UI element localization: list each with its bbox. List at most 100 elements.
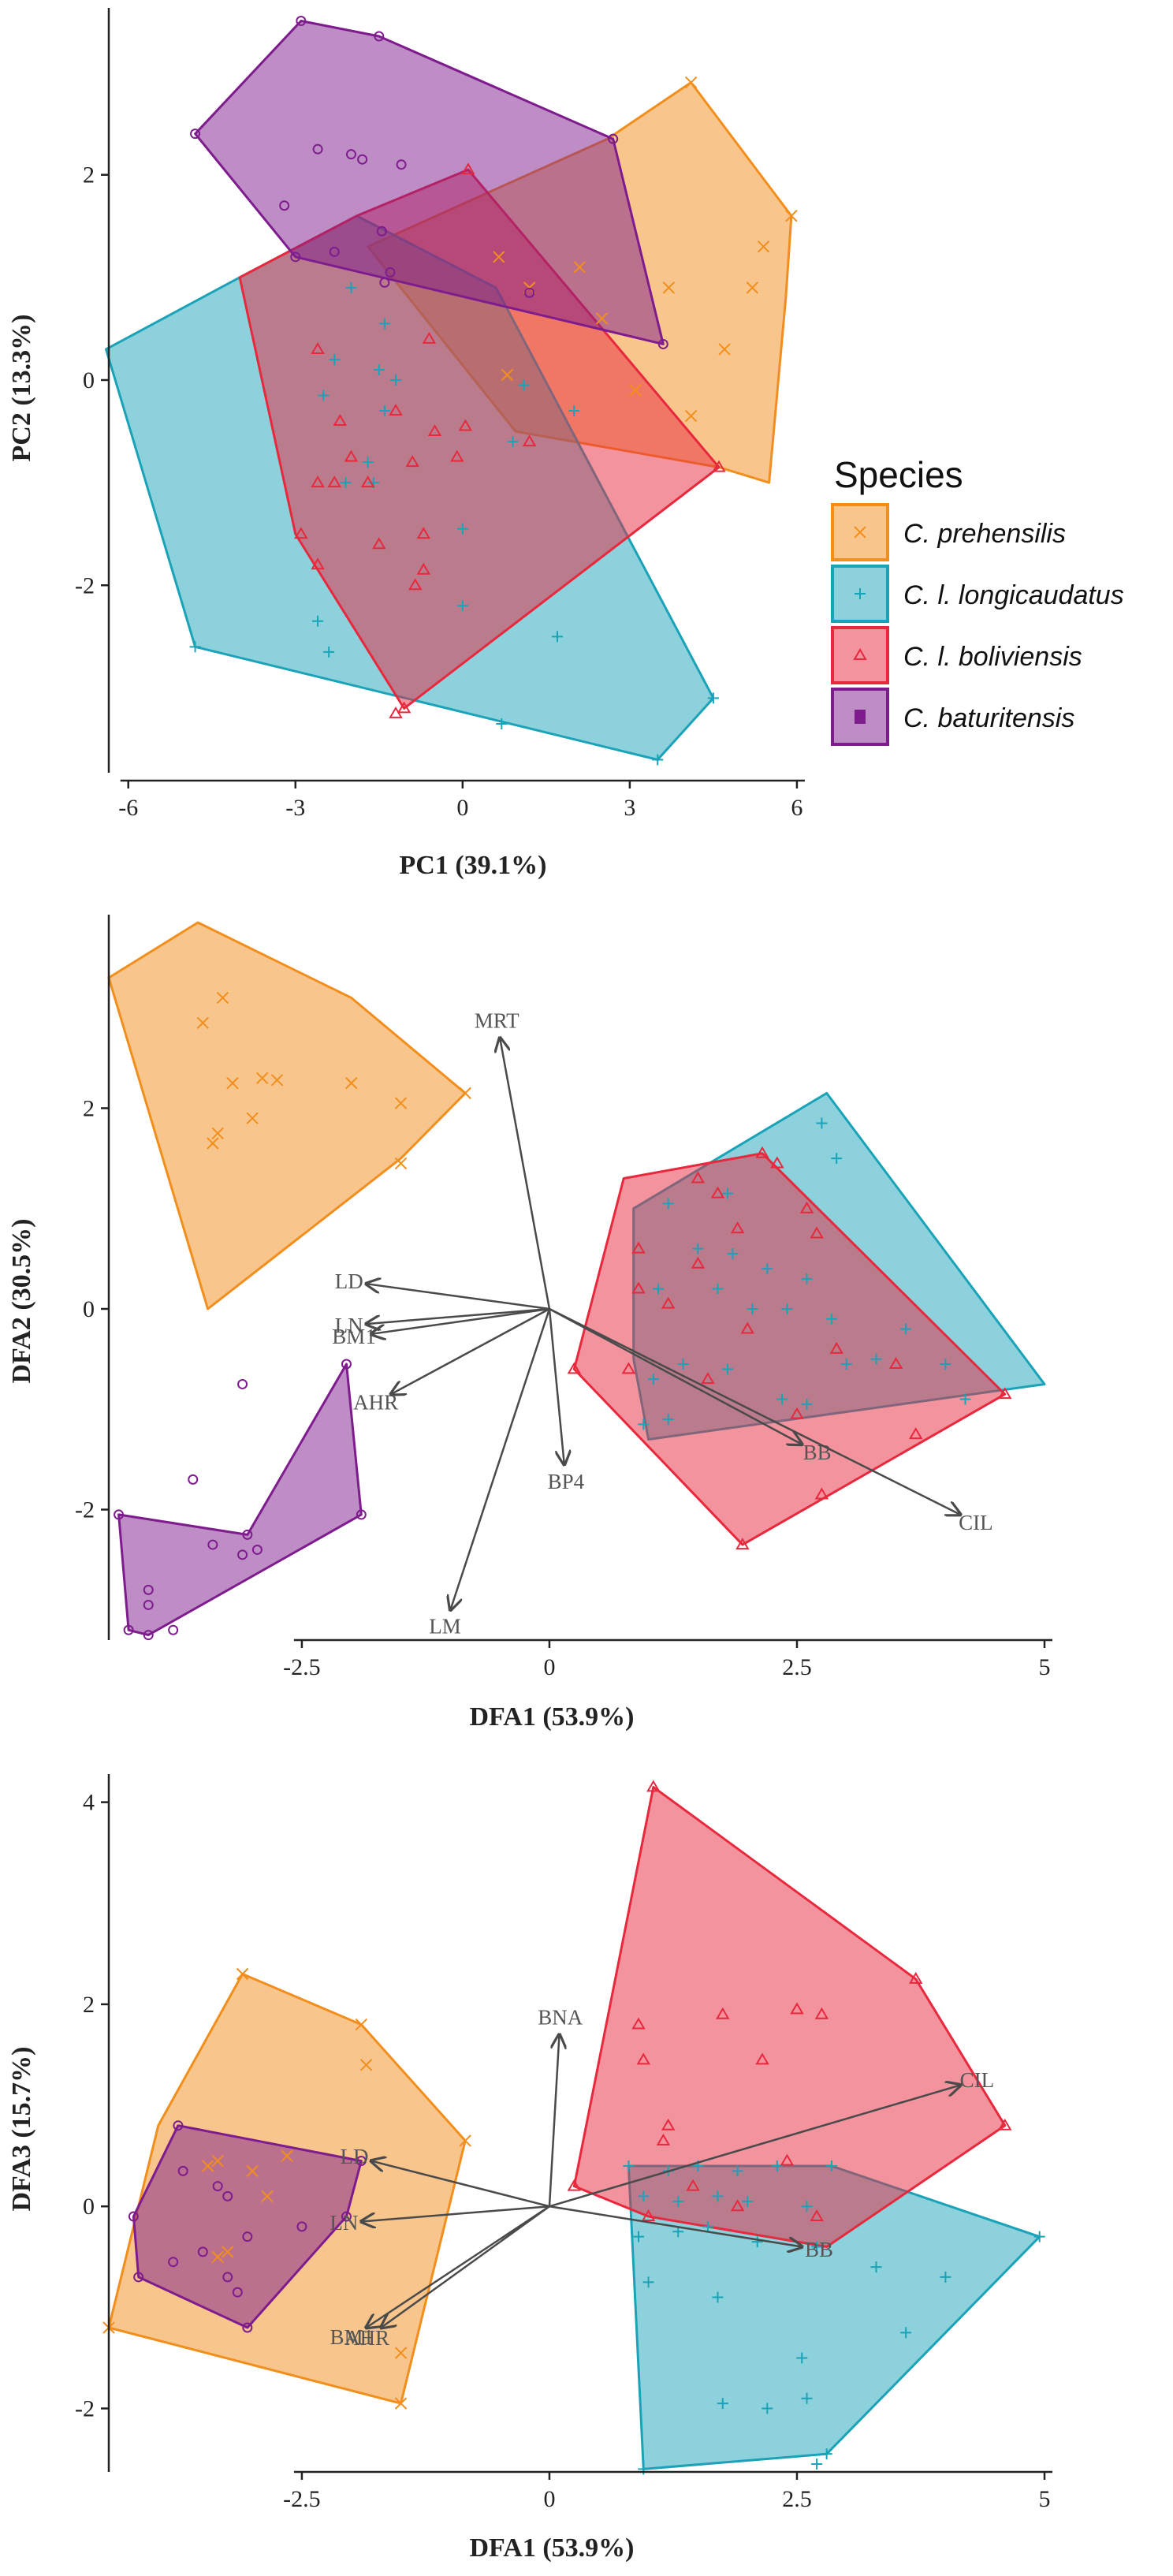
- point-c-prehensilis: [211, 1127, 224, 1139]
- point-c-l-longicaudatus: [781, 1303, 793, 1314]
- point-c-l-longicaudatus: [518, 379, 530, 391]
- x-tick-label: -6: [118, 795, 138, 821]
- point-c-l-longicaudatus: [496, 718, 508, 729]
- point-c-l-longicaudatus: [717, 2398, 728, 2410]
- point-c-l-longicaudatus: [373, 363, 385, 375]
- point-c-l-longicaudatus: [796, 2352, 808, 2364]
- point-c-l-longicaudatus: [677, 1359, 689, 1370]
- axes: -2.5 0 2.5 5 -2 0 2 4: [75, 1774, 1052, 2512]
- point-c-baturitensis: [128, 2211, 139, 2222]
- y-tick-label: -2: [75, 2396, 95, 2422]
- point-c-l-boliviensis: [631, 1241, 646, 1254]
- point-c-l-boliviensis: [710, 1186, 725, 1199]
- point-c-l-longicaudatus: [456, 523, 468, 535]
- x-tick-label: 0: [456, 795, 468, 821]
- vector-label-bna: BNA: [538, 2005, 583, 2029]
- point-c-baturitensis: [242, 2322, 253, 2333]
- point-c-l-longicaudatus: [507, 436, 519, 448]
- point-c-l-boliviensis: [631, 2017, 646, 2030]
- species-legend: Species C. prehensilis C. l. longicaudatu…: [831, 454, 1124, 746]
- legend-label: C. l. boliviensis: [903, 642, 1082, 672]
- point-c-baturitensis: [173, 2120, 184, 2131]
- point-c-l-longicaudatus: [776, 1393, 788, 1405]
- vector-label-cil: CIL: [960, 2068, 995, 2092]
- vector-lm: [450, 1308, 551, 1610]
- vector-label-ahr: AHR: [344, 2326, 389, 2350]
- point-c-l-longicaudatus: [623, 2160, 635, 2172]
- point-c-prehensilis: [222, 2246, 234, 2258]
- point-c-l-longicaudatus: [707, 692, 719, 704]
- point-c-prehensilis: [246, 1112, 259, 1124]
- point-c-l-boliviensis: [621, 1362, 636, 1374]
- point-c-prehensilis: [684, 76, 698, 89]
- point-c-l-longicaudatus: [672, 2195, 684, 2207]
- point-c-l-boliviensis: [712, 460, 726, 472]
- point-c-baturitensis: [222, 2272, 233, 2283]
- y-tick-label: 0: [83, 1296, 95, 1322]
- point-c-l-boliviensis: [740, 1322, 754, 1334]
- legend-marker: [854, 526, 866, 539]
- point-c-prehensilis: [211, 2250, 224, 2264]
- point-c-l-longicaudatus: [722, 1363, 734, 1375]
- x-tick-label: 6: [791, 795, 802, 821]
- point-c-prehensilis: [211, 2154, 224, 2168]
- vector-ld: [367, 1284, 550, 1310]
- point-c-baturitensis: [222, 2190, 233, 2201]
- point-c-baturitensis: [379, 277, 390, 288]
- point-c-l-longicaudatus: [551, 631, 563, 643]
- vector-cil: [549, 1307, 960, 1515]
- point-c-l-longicaudatus: [825, 2160, 837, 2172]
- point-c-l-boliviensis: [790, 2002, 804, 2015]
- vector-label-bp4: BP4: [548, 1470, 585, 1493]
- point-c-l-boliviensis: [691, 1171, 706, 1184]
- point-c-baturitensis: [197, 2246, 208, 2257]
- point-c-l-longicaudatus: [801, 1398, 813, 1410]
- point-c-baturitensis: [356, 2156, 367, 2167]
- point-c-baturitensis: [251, 1544, 263, 1555]
- point-c-l-longicaudatus: [1033, 2231, 1045, 2242]
- point-c-baturitensis: [345, 149, 356, 160]
- point-c-l-longicaudatus: [821, 2448, 832, 2460]
- point-c-prehensilis: [345, 1076, 358, 1090]
- point-c-l-longicaudatus: [751, 2236, 763, 2248]
- point-c-l-longicaudatus: [378, 405, 390, 417]
- point-c-baturitensis: [242, 2231, 253, 2242]
- point-c-l-boliviensis: [735, 1538, 750, 1550]
- vector-bna: [548, 2034, 560, 2207]
- y-tick-label: 2: [83, 1992, 95, 2018]
- point-c-l-boliviensis: [908, 1427, 923, 1440]
- y-tick-label: 0: [83, 2194, 95, 2220]
- point-c-l-longicaudatus: [378, 318, 390, 330]
- x-tick-label: 5: [1039, 1654, 1051, 1680]
- point-c-baturitensis: [237, 1378, 248, 1389]
- point-c-l-longicaudatus: [811, 2241, 823, 2253]
- point-c-l-longicaudatus: [568, 405, 580, 417]
- point-c-l-boliviensis: [730, 2199, 745, 2212]
- point-c-baturitensis: [329, 246, 340, 257]
- vector-label-lm: LM: [429, 1615, 461, 1638]
- vector-mrt: [500, 1038, 551, 1310]
- point-c-baturitensis: [207, 1539, 218, 1550]
- point-c-l-longicaudatus: [312, 615, 324, 627]
- point-c-baturitensis: [133, 2272, 144, 2283]
- species-points: [114, 991, 1012, 1641]
- point-c-l-longicaudatus: [762, 1263, 773, 1275]
- point-c-prehensilis: [196, 1016, 210, 1029]
- point-c-l-boliviensis: [998, 1387, 1012, 1400]
- point-c-baturitensis: [374, 31, 385, 42]
- point-c-l-boliviensis: [646, 1780, 661, 1792]
- point-c-l-longicaudatus: [940, 1359, 951, 1370]
- point-c-prehensilis: [394, 1097, 408, 1109]
- vector-ln: [367, 1307, 550, 1324]
- x-axis-title: PC1 (39.1%): [400, 851, 547, 880]
- point-c-l-longicaudatus: [900, 1323, 912, 1335]
- vector-label-ln: LN: [335, 1314, 363, 1337]
- point-c-l-boliviensis: [567, 1362, 582, 1374]
- point-c-prehensilis: [261, 2190, 274, 2203]
- point-c-l-longicaudatus: [870, 1353, 882, 1365]
- point-c-l-longicaudatus: [816, 1117, 828, 1129]
- point-c-prehensilis: [216, 991, 229, 1005]
- point-c-l-boliviensis: [450, 449, 464, 462]
